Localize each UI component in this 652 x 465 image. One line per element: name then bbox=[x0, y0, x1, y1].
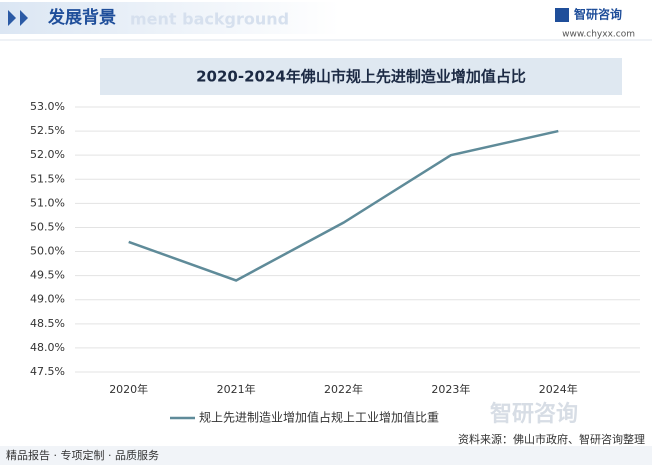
title-band bbox=[100, 58, 622, 95]
footer-band bbox=[0, 446, 652, 465]
y-tick-label: 53.0% bbox=[30, 100, 65, 113]
x-tick-label: 2024年 bbox=[539, 382, 578, 396]
x-tick-label: 2022年 bbox=[324, 382, 363, 396]
site: www.chyxx.com bbox=[562, 30, 635, 40]
header-title: 发展背景 bbox=[47, 7, 116, 28]
logo-icon bbox=[555, 8, 569, 22]
line bbox=[128, 129, 559, 282]
footer-left: 精品报告 · 专项定制 · 品质服务 bbox=[6, 448, 159, 462]
y-tick-label: 47.5% bbox=[30, 365, 65, 378]
y-tick-label: 50.5% bbox=[30, 220, 65, 233]
y-tick-label: 51.0% bbox=[30, 196, 65, 209]
y-tick-label: 52.0% bbox=[30, 148, 65, 161]
source: 资料来源：佛山市政府、智研咨询整理 bbox=[458, 432, 645, 446]
y-tick-label: 52.5% bbox=[30, 124, 65, 137]
logo: 智研咨询 bbox=[573, 7, 622, 22]
y-tick-label: 51.5% bbox=[30, 172, 65, 185]
y-tick-label: 50.0% bbox=[30, 245, 65, 258]
y-tick-label: 48.5% bbox=[30, 317, 65, 330]
chart-title: 2020-2024年佛山市规上先进制造业增加值占比 bbox=[196, 68, 526, 86]
x-tick-label: 2023年 bbox=[431, 382, 470, 396]
header-icon bbox=[8, 10, 28, 26]
watermark: 智研咨询 bbox=[490, 401, 578, 427]
x-tick-label: 2021年 bbox=[217, 382, 256, 396]
legend-label: 规上先进制造业增加值占规上工业增加值比重 bbox=[199, 410, 439, 425]
y-tick-label: 49.0% bbox=[30, 293, 65, 306]
y-tick-label: 49.5% bbox=[30, 269, 65, 282]
header-band bbox=[0, 2, 340, 34]
x-tick-label: 2020年 bbox=[109, 382, 148, 396]
y-tick-label: 48.0% bbox=[30, 341, 65, 354]
header-en: ment background bbox=[130, 10, 289, 29]
